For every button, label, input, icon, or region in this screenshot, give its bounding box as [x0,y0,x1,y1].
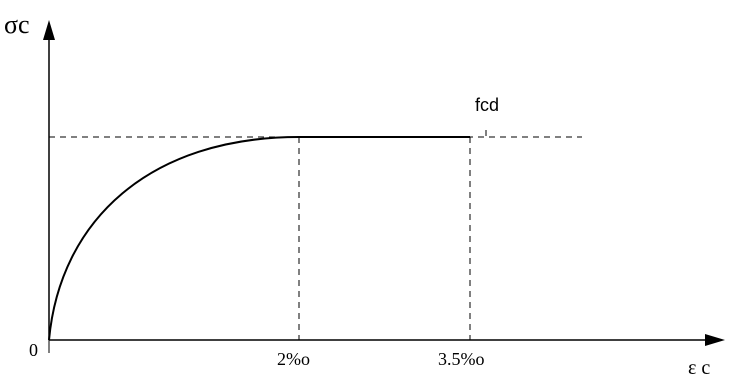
tick-label-2: 2%o [277,349,310,369]
y-axis-label: σc [4,10,30,39]
tick-label-3-5: 3.5%o [438,349,485,369]
origin-label: 0 [29,340,38,360]
x-axis-arrow-icon [705,334,725,346]
y-axis-arrow-icon [43,20,55,40]
stress-strain-curve [48,136,470,341]
x-axis-label: ε c [688,357,710,379]
fcd-label: fcd [475,95,499,115]
